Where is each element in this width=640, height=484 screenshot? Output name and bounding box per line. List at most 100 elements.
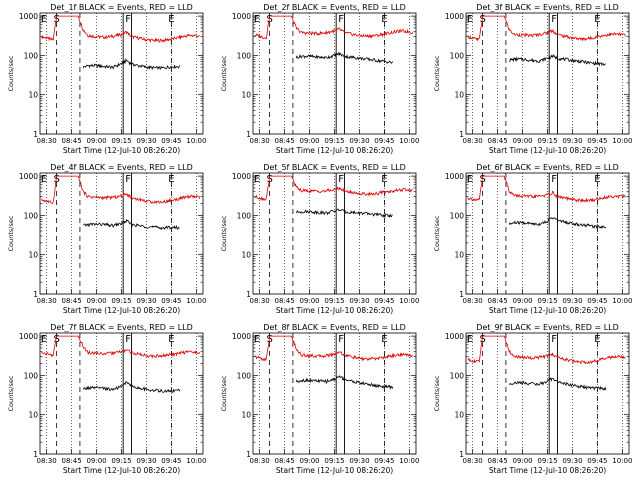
y-tick-label: 10	[28, 251, 38, 260]
panel-1: Det_1f BLACK = Events, RED = LLD 1 10 100 10…	[7, 3, 206, 155]
lld-series-line	[41, 335, 201, 359]
marker-label-e: E	[168, 334, 174, 345]
x-tick-label: 08:45	[62, 457, 82, 465]
lld-series-line	[254, 175, 413, 202]
lld-series-line	[467, 175, 626, 203]
marker-label-f: F	[125, 14, 131, 25]
x-tick-label: 10:00	[612, 457, 632, 465]
panel-title: Det_1f BLACK = Events, RED = LLD	[50, 3, 193, 12]
x-tick-label: 10:00	[399, 457, 419, 465]
y-axis-label: Counts/sec	[433, 375, 441, 411]
marker-label-e: E	[467, 14, 473, 25]
marker-label-e: E	[594, 174, 600, 185]
y-tick-label: 1	[246, 130, 251, 139]
x-tick-label: 10:00	[186, 137, 206, 145]
panel-title: Det_9f BLACK = Events, RED = LLD	[476, 323, 619, 332]
x-tick-label: 08:45	[275, 457, 295, 465]
x-tick-label: 08:45	[488, 457, 508, 465]
x-tick-label: 08:45	[275, 297, 295, 305]
x-tick-label: 09:00	[299, 137, 319, 145]
x-tick-label: 09:00	[86, 297, 106, 305]
panel-7: Det_7f BLACK = Events, RED = LLD 1 10 100 10…	[7, 323, 206, 475]
marker-label-s: S	[53, 334, 59, 345]
y-tick-label: 1	[33, 130, 38, 139]
x-axis-label: Start Time (12-Jul-10 08:26:20)	[489, 306, 606, 315]
x-tick-label: 08:30	[463, 457, 483, 465]
panel-3: Det_3f BLACK = Events, RED = LLD 1 10 100 10…	[433, 3, 632, 155]
marker-label-s: S	[53, 174, 59, 185]
marker-label-e: E	[168, 174, 174, 185]
y-tick-label: 10	[28, 91, 38, 100]
y-tick-label: 1000	[445, 332, 464, 341]
panel-9: Det_9f BLACK = Events, RED = LLD 1 10 100 10…	[433, 323, 632, 475]
x-tick-label: 09:45	[374, 297, 394, 305]
marker-label-f: F	[338, 334, 344, 345]
lld-series-line	[41, 175, 201, 205]
marker-label-f: F	[338, 174, 344, 185]
marker-label-e: E	[41, 334, 47, 345]
lld-series-line	[467, 15, 627, 42]
x-tick-label: 09:45	[587, 137, 607, 145]
y-axis-label: Counts/sec	[433, 215, 441, 251]
x-tick-label: 10:00	[186, 457, 206, 465]
panel-2: Det_2f BLACK = Events, RED = LLD 1 10 100 10…	[220, 3, 419, 155]
x-axis-label: Start Time (12-Jul-10 08:26:20)	[276, 146, 393, 155]
x-tick-label: 09:45	[161, 457, 181, 465]
x-tick-label: 08:30	[37, 137, 57, 145]
x-tick-label: 09:45	[161, 297, 181, 305]
y-tick-label: 10	[454, 411, 464, 420]
x-tick-label: 09:45	[587, 297, 607, 305]
x-axis-label: Start Time (12-Jul-10 08:26:20)	[276, 466, 393, 475]
x-axis-label: Start Time (12-Jul-10 08:26:20)	[63, 466, 180, 475]
marker-label-f: F	[125, 174, 131, 185]
y-tick-label: 1	[33, 290, 38, 299]
x-tick-label: 09:15	[537, 297, 557, 305]
y-axis-label: Counts/sec	[7, 375, 15, 411]
x-tick-label: 08:45	[488, 297, 508, 305]
x-tick-label: 09:00	[512, 297, 532, 305]
marker-label-s: S	[266, 14, 272, 25]
panel-title: Det_5f BLACK = Events, RED = LLD	[263, 163, 406, 172]
y-tick-label: 10	[241, 91, 251, 100]
x-tick-label: 09:15	[537, 137, 557, 145]
marker-label-e: E	[381, 334, 387, 345]
events-series-line	[82, 58, 181, 71]
marker-label-e: E	[254, 174, 260, 185]
lld-series-line	[254, 335, 413, 363]
y-tick-label: 100	[450, 211, 465, 220]
marker-label-f: F	[125, 334, 131, 345]
x-tick-label: 09:30	[136, 297, 156, 305]
y-axis-label: Counts/sec	[220, 215, 228, 251]
y-tick-label: 1000	[19, 12, 38, 21]
y-tick-label: 10	[454, 91, 464, 100]
x-tick-label: 08:30	[463, 297, 483, 305]
y-tick-label: 1000	[19, 332, 38, 341]
lld-series-line	[41, 15, 200, 43]
marker-label-e: E	[594, 334, 600, 345]
panel-5: Det_5f BLACK = Events, RED = LLD 1 10 100 10…	[220, 163, 419, 315]
x-tick-label: 08:45	[275, 137, 295, 145]
panel-title: Det_7f BLACK = Events, RED = LLD	[50, 323, 193, 332]
x-tick-label: 09:30	[562, 137, 582, 145]
marker-label-e: E	[168, 14, 174, 25]
y-tick-label: 100	[24, 211, 39, 220]
x-tick-label: 10:00	[399, 297, 419, 305]
x-tick-label: 09:00	[299, 457, 319, 465]
y-tick-label: 1	[246, 290, 251, 299]
lld-series-line	[467, 335, 626, 365]
marker-label-e: E	[467, 174, 473, 185]
x-tick-label: 09:15	[111, 297, 131, 305]
y-tick-label: 1000	[19, 172, 38, 181]
x-tick-label: 08:30	[463, 137, 483, 145]
x-tick-label: 08:45	[62, 137, 82, 145]
x-tick-label: 09:00	[299, 297, 319, 305]
marker-label-e: E	[254, 334, 260, 345]
panel-title: Det_6f BLACK = Events, RED = LLD	[476, 163, 619, 172]
y-axis-label: Counts/sec	[220, 375, 228, 411]
x-tick-label: 09:45	[374, 137, 394, 145]
events-series-line	[295, 375, 394, 390]
x-axis-label: Start Time (12-Jul-10 08:26:20)	[276, 306, 393, 315]
x-tick-label: 08:30	[37, 457, 57, 465]
x-tick-label: 09:30	[349, 137, 369, 145]
marker-label-e: E	[381, 14, 387, 25]
